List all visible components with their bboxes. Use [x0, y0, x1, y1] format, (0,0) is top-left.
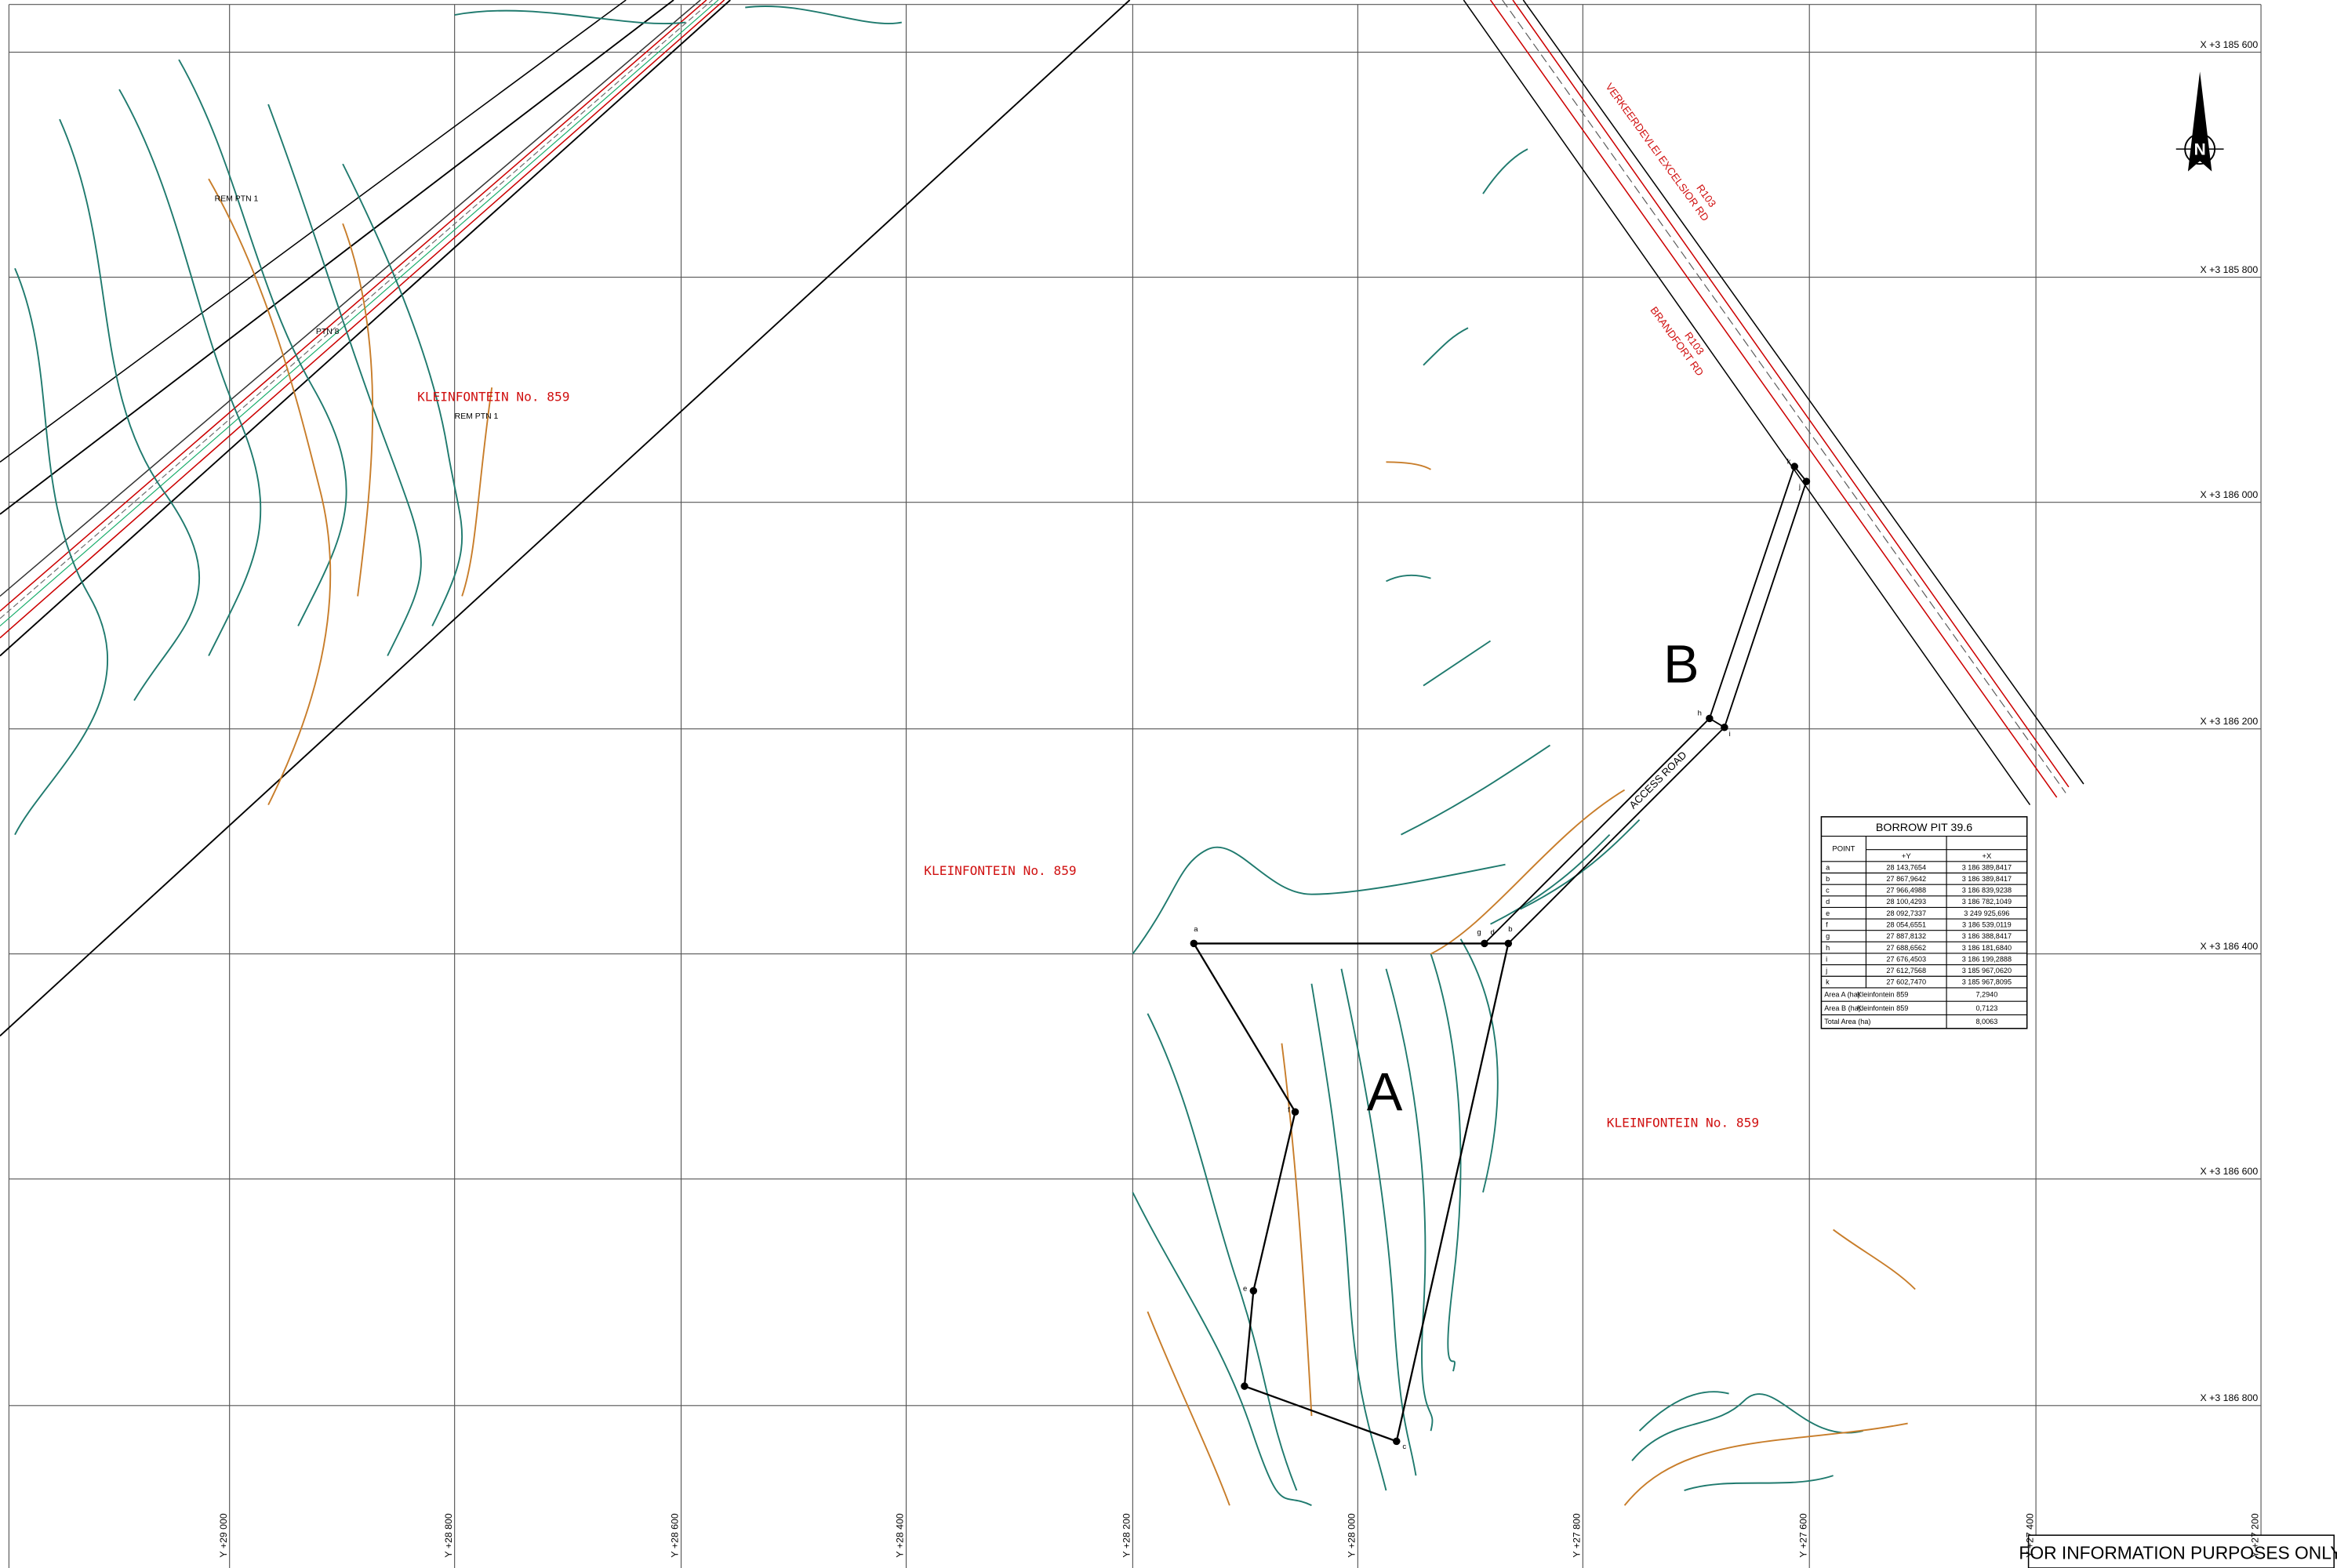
footer-text: FOR INFORMATION PURPOSES ONLY	[2019, 1543, 2337, 1563]
table-total-cell: 0,7123	[1975, 1004, 1997, 1012]
table-cell: 3 186 539,0119	[1962, 921, 2012, 929]
x-grid-label: X +3 185 800	[2200, 264, 2258, 275]
table-total-cell: Total Area (ha)	[1824, 1018, 1870, 1025]
table-total-cell: 7,2940	[1975, 991, 1997, 999]
farm-label: KLEINFONTEIN No. 859	[924, 863, 1076, 878]
table-cell: 27 612,7568	[1886, 967, 1926, 975]
table-cell: 28 092,7337	[1886, 909, 1926, 917]
table-cell: e	[1826, 909, 1830, 917]
table-cell: 3 186 388,8417	[1962, 932, 2012, 940]
point-label: i	[1729, 730, 1731, 739]
table-cell: 28 054,6551	[1886, 921, 1926, 929]
farm-label: KLEINFONTEIN No. 859	[1607, 1115, 1759, 1130]
table-cell: 27 966,4988	[1886, 887, 1926, 895]
point-label: h	[1698, 710, 1702, 718]
table-cell: 28 100,4293	[1886, 898, 1926, 906]
table-cell: 27 676,4503	[1886, 955, 1926, 963]
point-label: b	[1508, 925, 1512, 934]
table-cell: f	[1826, 921, 1828, 929]
x-grid-label: X +3 186 200	[2200, 716, 2258, 727]
table-cell: j	[1825, 967, 1827, 975]
point-label: k	[1787, 457, 1791, 466]
x-grid-label: X +3 186 800	[2200, 1392, 2258, 1403]
point-label: c	[1402, 1443, 1406, 1451]
point-label: f	[1288, 1105, 1290, 1114]
table-cell: g	[1826, 932, 1830, 940]
table-cell: h	[1826, 944, 1830, 952]
point-label: d	[1491, 928, 1495, 937]
area-label: B	[1663, 635, 1699, 695]
table-cell: b	[1826, 875, 1830, 883]
table-cell: 3 185 967,0620	[1962, 967, 2012, 975]
table-cell: i	[1826, 955, 1827, 963]
table-cell: d	[1826, 898, 1830, 906]
x-grid-label: X +3 186 400	[2200, 941, 2258, 952]
table-cell: 3 185 967,8095	[1962, 978, 2012, 986]
portion-label: REM PTN 1	[455, 412, 499, 421]
table-cell: 3 186 199,2888	[1962, 955, 2012, 963]
x-grid-label: X +3 186 000	[2200, 489, 2258, 500]
y-grid-label: Y +27 600	[1797, 1513, 1808, 1558]
table-cell: 27 688,6562	[1886, 944, 1926, 952]
table-header: +Y	[1902, 852, 1912, 861]
table-title: BORROW PIT 39.6	[1876, 822, 1972, 834]
y-grid-label: Y +28 200	[1121, 1513, 1132, 1558]
table-header: +X	[1982, 852, 1992, 861]
table-header: POINT	[1832, 845, 1855, 854]
y-grid-label: Y +28 600	[670, 1513, 681, 1558]
y-grid-label: Y +28 400	[895, 1513, 906, 1558]
table-cell: 3 186 389,8417	[1962, 863, 2012, 871]
table-cell: 28 143,7654	[1886, 863, 1926, 871]
y-grid-label: Y +28 800	[443, 1513, 454, 1558]
x-grid-label: X +3 185 600	[2200, 39, 2258, 50]
table-cell: 3 186 389,8417	[1962, 875, 2012, 883]
table-total-cell: 8,0063	[1975, 1018, 1997, 1025]
area-label: A	[1367, 1062, 1403, 1122]
table-cell: 27 887,8132	[1886, 932, 1926, 940]
table-cell: 3 249 925,696	[1964, 909, 2009, 917]
y-grid-label: Y +29 000	[218, 1513, 229, 1558]
table-total-cell: Kleinfontein 859	[1857, 1004, 1908, 1012]
point-label: e	[1243, 1284, 1247, 1293]
table-cell: 3 186 782,1049	[1962, 898, 2012, 906]
drawing: BORROW PIT 39.6 POINT +Y +X a 28 143,7654 3 18…	[0, 0, 2337, 1568]
y-grid-label: Y +28 000	[1347, 1513, 1357, 1558]
table-total-cell: Kleinfontein 859	[1857, 991, 1908, 999]
table-cell: 3 186 839,9238	[1962, 887, 2012, 895]
portion-label: REM PTN 1	[215, 195, 259, 204]
point-label: g	[1477, 928, 1481, 937]
table-cell: c	[1826, 887, 1830, 895]
x-grid-label: X +3 186 600	[2200, 1166, 2258, 1177]
table-cell: 27 602,7470	[1886, 978, 1926, 986]
background	[0, 0, 2337, 1568]
north-label: N	[2194, 141, 2206, 159]
portion-label: PTN 8	[316, 328, 340, 336]
table-cell: 27 867,9642	[1886, 875, 1926, 883]
y-grid-label: Y +27 800	[1572, 1513, 1583, 1558]
farm-label: KLEINFONTEIN No. 859	[417, 389, 569, 404]
table-cell: 3 186 181,6840	[1962, 944, 2012, 952]
point-label: j	[1798, 483, 1801, 492]
point-label: a	[1194, 925, 1198, 934]
table-cell: k	[1826, 978, 1830, 986]
